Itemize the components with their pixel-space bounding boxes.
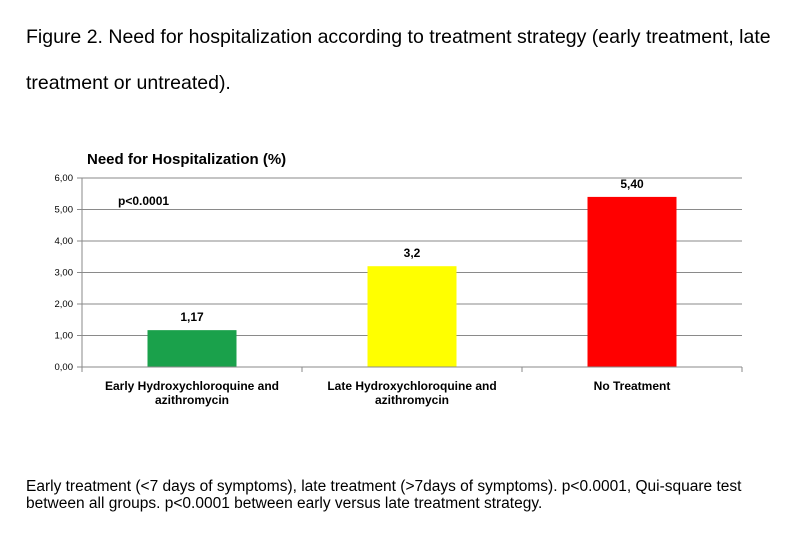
figure-caption: Early treatment (<7 days of symptoms), l… bbox=[26, 478, 742, 512]
x-tick-label: No Treatment bbox=[594, 379, 671, 393]
data-label: 5,40 bbox=[620, 177, 644, 191]
y-tick-label: 6,00 bbox=[55, 173, 74, 184]
bars: 1,17 3,2 5,40 bbox=[147, 177, 677, 367]
bar bbox=[587, 196, 677, 367]
y-tick-label: 2,00 bbox=[55, 299, 74, 310]
y-tick-label: 5,00 bbox=[55, 205, 74, 216]
chart-title: Need for Hospitalization (%) bbox=[87, 151, 286, 168]
x-axis: Early Hydroxychloroquine andazithromycin… bbox=[81, 366, 743, 407]
figure-title: Figure 2. Need for hospitalization accor… bbox=[26, 26, 771, 94]
bar bbox=[147, 330, 237, 367]
x-tick-label: Early Hydroxychloroquine and bbox=[105, 379, 279, 393]
x-tick-label: azithromycin bbox=[375, 393, 449, 407]
y-tick-label: 3,00 bbox=[55, 268, 74, 279]
data-label: 3,2 bbox=[404, 246, 421, 260]
p-value-annotation: p<0.0001 bbox=[118, 194, 169, 208]
bar bbox=[367, 266, 457, 367]
y-tick-label: 1,00 bbox=[55, 331, 74, 342]
data-label: 1,17 bbox=[180, 310, 204, 324]
y-tick-label: 4,00 bbox=[55, 236, 74, 247]
y-axis: 0,00 1,00 2,00 3,00 4,00 5,00 6,00 bbox=[55, 173, 83, 373]
x-tick-label: Late Hydroxychloroquine and bbox=[327, 379, 496, 393]
y-tick-label: 0,00 bbox=[55, 362, 74, 373]
x-tick-label: azithromycin bbox=[155, 393, 229, 407]
